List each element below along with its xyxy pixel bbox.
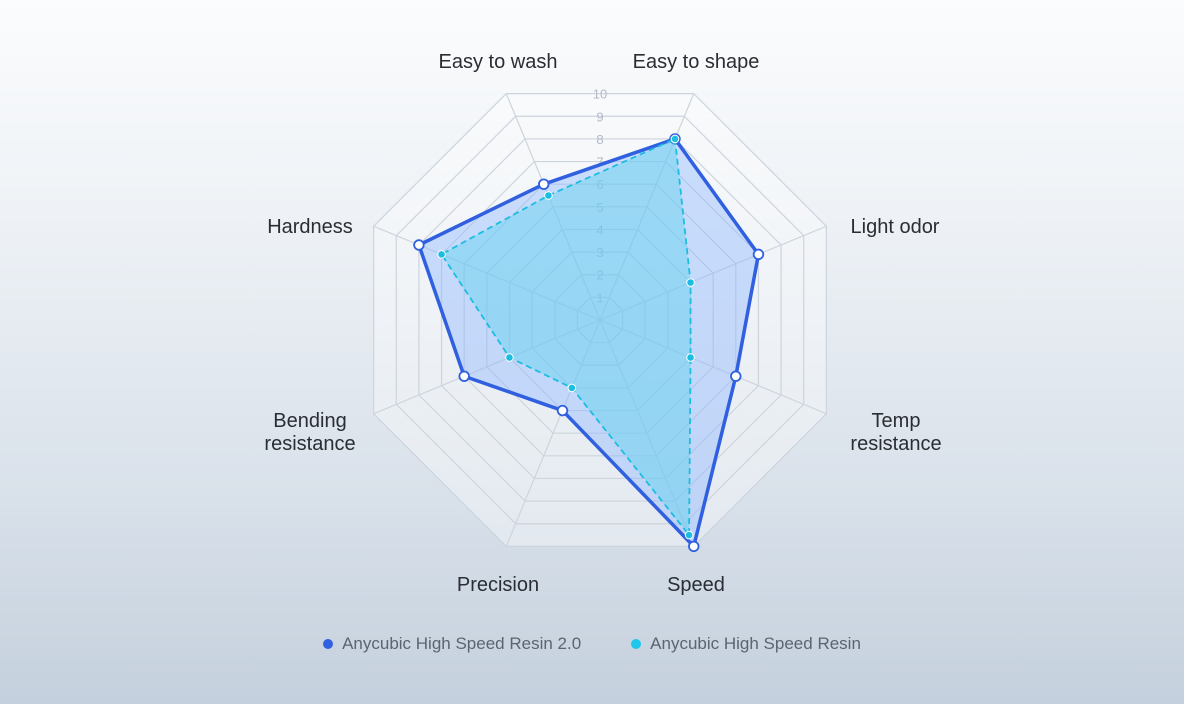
tick-label-4: 4: [596, 222, 603, 237]
tick-label-1: 1: [596, 290, 603, 305]
legend-dot-series-1: [323, 639, 334, 649]
axis-label-3: Temp resistance: [850, 410, 941, 455]
axis-label-2: Light odor: [851, 216, 940, 238]
radar-tick-labels: 1 2 3 4 5 6 7 8 9 10: [593, 87, 607, 306]
series-2-point-4: [684, 530, 694, 540]
axis-label-7: Hardness: [267, 216, 353, 238]
grid-spoke-1: [599, 93, 695, 321]
tick-label-2: 2: [596, 268, 603, 283]
legend-item-series-1[interactable]: Anycubic High Speed Resin 2.0: [323, 634, 581, 654]
tick-label-8: 8: [596, 132, 603, 147]
grid-spoke-2: [599, 225, 827, 321]
series-2-point-8: [544, 191, 553, 200]
grid-spoke-5: [505, 319, 601, 547]
radar-axis-labels: Easy to shape Light odor Temp resistance Spe…: [264, 51, 941, 596]
series-2-point-3: [686, 353, 695, 362]
series-1-point-2: [752, 248, 765, 261]
series-2-point-5: [567, 383, 577, 393]
series-1-point-5: [556, 404, 569, 417]
series-1-point-4: [688, 540, 700, 553]
series-2-point-7: [437, 250, 446, 259]
tick-label-9: 9: [596, 109, 603, 124]
series-2-point-1: [670, 134, 680, 144]
series-1-point-7: [413, 239, 425, 251]
legend-item-series-2[interactable]: Anycubic High Speed Resin: [631, 634, 861, 654]
tick-label-3: 3: [596, 245, 603, 260]
axis-label-1: Easy to shape: [633, 51, 760, 73]
legend-label-series-1: Anycubic High Speed Resin 2.0: [342, 634, 582, 653]
grid-spoke-3: [599, 319, 827, 415]
grid-spoke-6: [373, 319, 601, 415]
tick-label-10: 10: [593, 87, 607, 102]
axis-label-8: Easy to wash: [439, 51, 558, 73]
series-1-point-3: [730, 370, 742, 382]
grid-spoke-8: [505, 93, 601, 321]
axis-label-5: Precision: [457, 574, 539, 596]
axis-label-4: Speed: [667, 574, 725, 596]
series-2-point-6: [505, 353, 514, 362]
legend: Anycubic High Speed Resin 2.0 Anycubic H…: [0, 634, 1184, 654]
series-1-point-6: [458, 370, 470, 382]
legend-dot-series-2: [631, 639, 642, 649]
grid-spoke-4: [599, 319, 695, 547]
series-2-point-2: [686, 278, 695, 287]
series-1-point-8: [538, 178, 550, 190]
axis-label-6: Bending resistance: [264, 410, 355, 455]
tick-label-6: 6: [596, 177, 603, 192]
tick-label-5: 5: [596, 200, 603, 215]
grid-spoke-7: [373, 225, 601, 321]
radar-series: [413, 133, 765, 553]
tick-label-7: 7: [596, 155, 603, 170]
legend-label-series-2: Anycubic High Speed Resin: [650, 634, 861, 653]
